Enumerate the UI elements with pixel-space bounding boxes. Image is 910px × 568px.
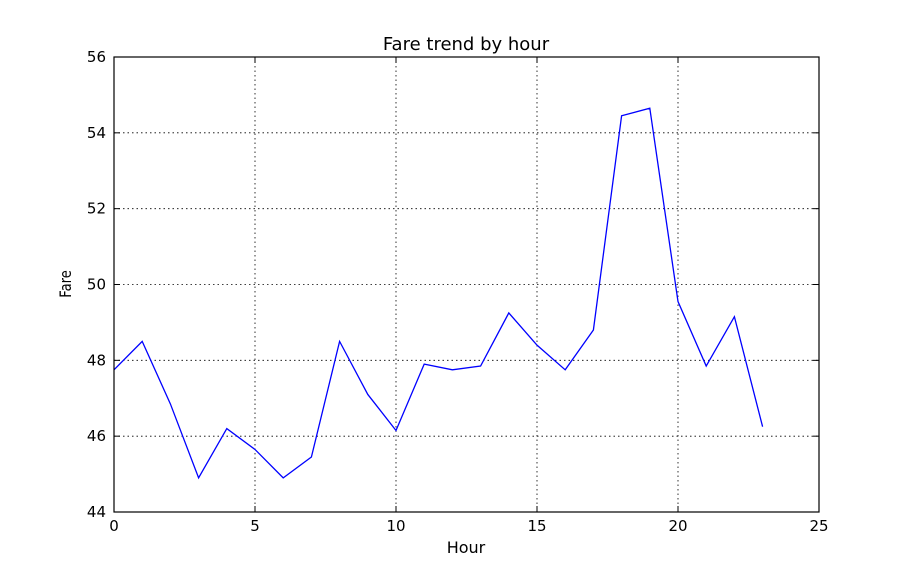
x-axis-label: Hour bbox=[447, 538, 486, 557]
y-tick-label: 52 bbox=[87, 200, 106, 218]
grid-lines bbox=[114, 57, 819, 512]
x-tick-label: 0 bbox=[109, 517, 119, 535]
y-tick-label: 46 bbox=[87, 427, 106, 445]
axis-ticks bbox=[113, 56, 820, 513]
x-tick-label: 25 bbox=[809, 517, 828, 535]
x-tick-label: 20 bbox=[668, 517, 687, 535]
y-tick-label: 56 bbox=[87, 48, 106, 66]
chart-title: Fare trend by hour bbox=[383, 34, 550, 55]
fare-series-line bbox=[113, 107, 764, 480]
x-axis-tick-labels: 0 5 10 15 20 25 bbox=[109, 517, 828, 535]
y-tick-label: 50 bbox=[87, 276, 106, 294]
y-axis-label: Fare bbox=[57, 270, 76, 298]
y-axis-tick-labels: 44 46 48 50 52 54 56 bbox=[87, 48, 106, 521]
x-tick-label: 10 bbox=[386, 517, 405, 535]
y-tick-label: 48 bbox=[87, 351, 106, 369]
x-tick-label: 15 bbox=[527, 517, 546, 535]
y-tick-label: 54 bbox=[87, 124, 106, 142]
series-layer bbox=[113, 107, 764, 480]
y-tick-label: 44 bbox=[87, 503, 106, 521]
x-tick-label: 5 bbox=[250, 517, 260, 535]
